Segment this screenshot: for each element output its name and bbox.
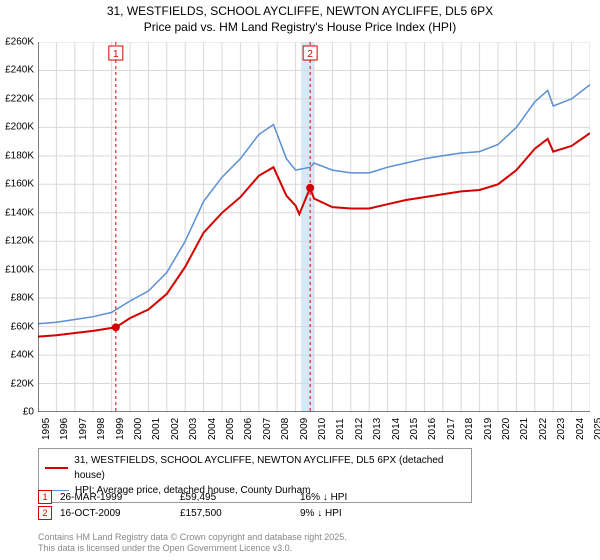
x-tick-label: 1995 xyxy=(41,418,52,440)
x-tick-label: 2022 xyxy=(538,418,549,440)
x-tick-label: 1997 xyxy=(78,418,89,440)
x-tick-label: 2010 xyxy=(317,418,328,440)
x-axis: 1995 1996 1997 1998 1999 2000 2001 2002 2003 2004… xyxy=(38,414,590,444)
y-tick-label: £20K xyxy=(11,378,34,389)
x-tick-label: 2025 xyxy=(593,418,600,440)
y-tick-label: £40K xyxy=(11,350,34,361)
sale-marker: 1 xyxy=(38,490,52,504)
sale-marker: 2 xyxy=(38,506,52,520)
title-line2: Price paid vs. HM Land Registry's House … xyxy=(0,20,600,36)
sales-table: 1 26-MAR-1999 £59,495 16% ↓ HPI 2 16-OCT-2009… xyxy=(38,490,420,522)
x-tick-label: 2014 xyxy=(391,418,402,440)
legend-label: 31, WESTFIELDS, SCHOOL AYCLIFFE, NEWTON … xyxy=(74,453,465,483)
y-tick-label: £220K xyxy=(5,93,34,104)
sale-date: 16-OCT-2009 xyxy=(60,508,140,519)
title-line1: 31, WESTFIELDS, SCHOOL AYCLIFFE, NEWTON … xyxy=(0,4,600,20)
plot-area: 12 xyxy=(38,42,590,412)
x-tick-label: 2004 xyxy=(207,418,218,440)
y-tick-label: £260K xyxy=(5,37,34,48)
x-tick-label: 2021 xyxy=(519,418,530,440)
legend-swatch xyxy=(45,467,68,469)
y-tick-label: £120K xyxy=(5,236,34,247)
footer-line2: This data is licensed under the Open Gov… xyxy=(38,543,347,554)
x-tick-label: 2020 xyxy=(501,418,512,440)
x-tick-label: 2024 xyxy=(575,418,586,440)
x-tick-label: 2008 xyxy=(280,418,291,440)
sale-delta: 16% ↓ HPI xyxy=(300,492,380,503)
x-tick-label: 2005 xyxy=(225,418,236,440)
sale-price: £59,495 xyxy=(180,492,260,503)
x-tick-label: 2015 xyxy=(409,418,420,440)
x-tick-label: 1999 xyxy=(115,418,126,440)
x-tick-label: 2023 xyxy=(556,418,567,440)
sale-price: £157,500 xyxy=(180,508,260,519)
y-tick-label: £180K xyxy=(5,150,34,161)
y-tick-label: £80K xyxy=(11,293,34,304)
x-tick-label: 2011 xyxy=(335,418,346,440)
sale-row: 1 26-MAR-1999 £59,495 16% ↓ HPI xyxy=(38,490,420,504)
x-tick-label: 2003 xyxy=(188,418,199,440)
sale-date: 26-MAR-1999 xyxy=(60,492,140,503)
footer: Contains HM Land Registry data © Crown c… xyxy=(38,532,347,554)
y-tick-label: £0 xyxy=(23,407,34,418)
y-tick-label: £240K xyxy=(5,65,34,76)
sale-row: 2 16-OCT-2009 £157,500 9% ↓ HPI xyxy=(38,506,420,520)
x-tick-label: 2000 xyxy=(133,418,144,440)
x-tick-label: 2019 xyxy=(483,418,494,440)
svg-text:2: 2 xyxy=(307,49,313,60)
x-tick-label: 2016 xyxy=(427,418,438,440)
x-tick-label: 2018 xyxy=(464,418,475,440)
x-tick-label: 2009 xyxy=(299,418,310,440)
x-tick-label: 2006 xyxy=(243,418,254,440)
x-tick-label: 2001 xyxy=(151,418,162,440)
y-tick-label: £200K xyxy=(5,122,34,133)
title-block: 31, WESTFIELDS, SCHOOL AYCLIFFE, NEWTON … xyxy=(0,0,600,35)
y-axis: £0£20K£40K£60K£80K£100K£120K£140K£160K£1… xyxy=(0,42,36,412)
x-tick-label: 2013 xyxy=(372,418,383,440)
x-tick-label: 1998 xyxy=(96,418,107,440)
x-tick-label: 1996 xyxy=(59,418,70,440)
footer-line1: Contains HM Land Registry data © Crown c… xyxy=(38,532,347,543)
plot-svg: 12 xyxy=(38,42,590,412)
y-tick-label: £60K xyxy=(11,321,34,332)
x-tick-label: 2002 xyxy=(170,418,181,440)
svg-text:1: 1 xyxy=(113,49,119,60)
chart-container: 31, WESTFIELDS, SCHOOL AYCLIFFE, NEWTON … xyxy=(0,0,600,560)
x-tick-label: 2017 xyxy=(446,418,457,440)
y-tick-label: £140K xyxy=(5,207,34,218)
y-tick-label: £100K xyxy=(5,264,34,275)
sale-delta: 9% ↓ HPI xyxy=(300,508,380,519)
x-tick-label: 2012 xyxy=(354,418,365,440)
y-tick-label: £160K xyxy=(5,179,34,190)
legend-item: 31, WESTFIELDS, SCHOOL AYCLIFFE, NEWTON … xyxy=(45,453,465,483)
x-tick-label: 2007 xyxy=(262,418,273,440)
